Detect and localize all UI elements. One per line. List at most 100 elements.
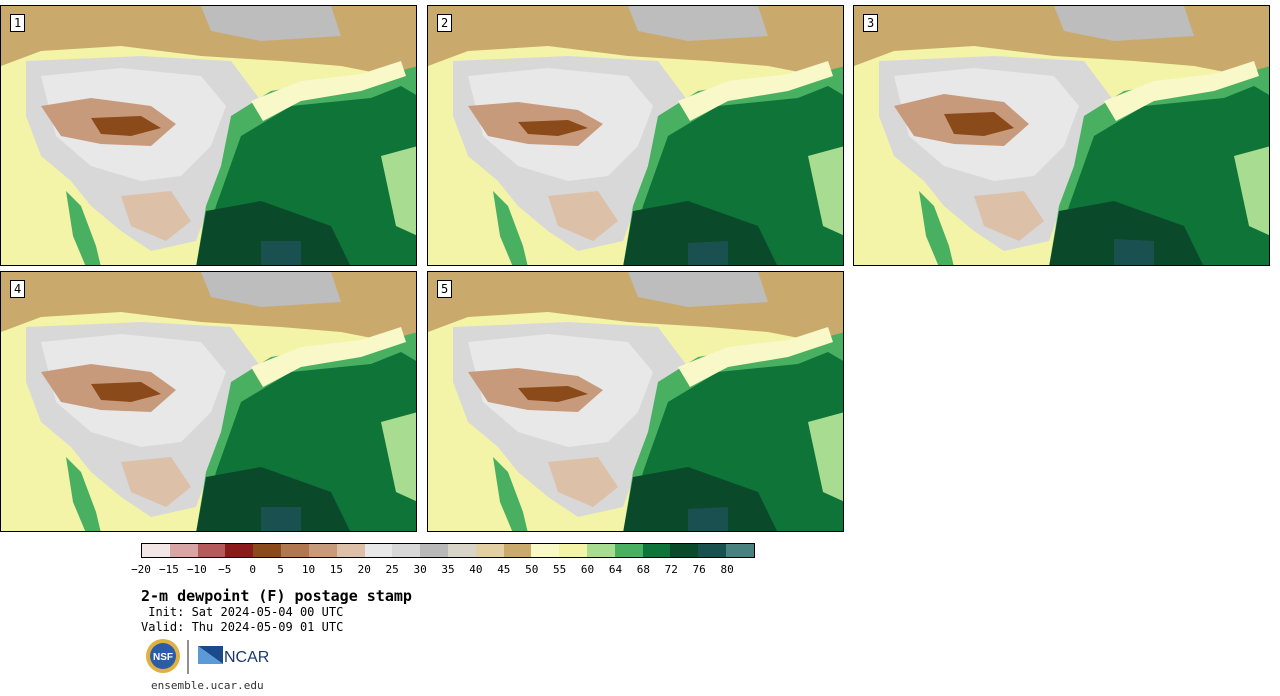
colorbar-cell [392,544,421,557]
colorbar-cell [670,544,699,557]
colorbar-tick-label: 25 [385,563,399,576]
colorbar-cell [308,544,337,557]
gulf-region [623,467,778,531]
colorbar-tick-label: −5 [218,563,232,576]
gulf-deep-region [261,241,301,265]
texas-dry-region [548,457,618,507]
colorbar-cell [531,544,560,557]
colorbar-tick-label: 30 [413,563,427,576]
colorbar-cell [587,544,615,557]
panel-number: 4 [10,280,26,298]
canada-gray-region [628,6,768,41]
gulf-deep-region [261,507,301,531]
panel-number: 2 [437,14,453,32]
map-panel-5: 5 [427,271,844,532]
colorbar-tick-label: 20 [357,563,371,576]
colorbar-tick-label: −10 [186,563,207,576]
colorbar-tick-label: 0 [249,563,256,576]
page-title: 2-m dewpoint (F) postage stamp [141,587,412,605]
transition-band [251,327,406,387]
canada-gray-region [628,272,768,307]
colorbar-tick-label: 76 [692,563,706,576]
very-dry-region [91,382,161,402]
colorbar [141,543,755,558]
colorbar-tick-label: 68 [636,563,650,576]
mexico-coast-region [919,191,954,265]
dewpoint-map-5 [428,272,843,531]
colorbar-tick-label: 60 [580,563,595,576]
logos: NSF NCAR [145,638,275,680]
map-panel-4: 4 [0,271,417,532]
colorbar-tick-label: 64 [608,563,623,576]
valid-time: Valid: Thu 2024-05-09 01 UTC [141,620,344,634]
map-panel-1: 1 [0,5,417,266]
mexico-coast-region [66,191,101,265]
atlantic-light-region [381,146,416,236]
gulf-region [196,467,351,531]
texas-dry-region [121,457,191,507]
dewpoint-map-4 [1,272,416,531]
very-dry-region [91,116,161,136]
init-time: Init: Sat 2024-05-04 00 UTC [141,605,344,619]
colorbar-tick-label: 5 [277,563,284,576]
transition-band [251,61,406,121]
colorbar-cell [364,544,393,557]
mexico-coast-region [66,457,101,531]
gulf-region [1049,201,1204,265]
colorbar-cell [726,544,754,557]
atlantic-light-region [1234,146,1269,236]
colorbar-tick-label: −15 [158,563,179,576]
colorbar-cell [447,544,476,557]
very-dry-region [518,120,588,136]
gulf-deep-region [688,507,728,531]
colorbar-tick-label: 15 [329,563,343,576]
colorbar-cell [559,544,587,557]
panel-number: 3 [863,14,879,32]
colorbar-cell [614,544,643,557]
colorbar-tick-label: 45 [497,563,511,576]
texas-dry-region [548,191,618,241]
nsf-logo-icon: NSF [146,639,180,673]
texas-dry-region [974,191,1044,241]
gulf-deep-region [1114,239,1154,265]
colorbar-cell [642,544,671,557]
colorbar-cell [420,544,448,557]
very-dry-region [518,386,588,402]
colorbar-ticks: −20 −15 −10 −5 0 5 10 15 20 25 30 35 40 45 50 55 60 64 68 7… [131,563,755,577]
texas-dry-region [121,191,191,241]
colorbar-tick-label: 80 [720,563,734,576]
mexico-coast-region [493,191,528,265]
site-url: ensemble.ucar.edu [151,679,264,692]
colorbar-cell [197,544,226,557]
colorbar-cell [475,544,504,557]
map-panel-3: 3 [853,5,1270,266]
colorbar-cell [336,544,365,557]
atlantic-light-region [808,146,843,236]
ncar-logo-icon: NCAR [198,646,269,666]
colorbar-tick-label: 40 [469,563,483,576]
colorbar-tick-label: 10 [301,563,316,576]
colorbar-cell [698,544,727,557]
panel-number: 5 [437,280,453,298]
canada-gray-region [1054,6,1194,41]
canada-gray-region [201,6,341,41]
colorbar-cell [225,544,254,557]
colorbar-tick-label: −20 [131,563,151,576]
dewpoint-map-1 [1,6,416,265]
colorbar-tick-label: 72 [664,563,678,576]
mexico-coast-region [493,457,528,531]
colorbar-cell [281,544,309,557]
nsf-logo-text: NSF [153,652,173,663]
transition-band [678,61,833,121]
ncar-logo-text: NCAR [224,649,269,666]
colorbar-cell [253,544,282,557]
canada-gray-region [201,272,341,307]
colorbar-cell [142,544,170,557]
colorbar-cell [503,544,532,557]
map-panel-2: 2 [427,5,844,266]
gulf-region [623,201,778,265]
colorbar-cell [169,544,198,557]
atlantic-light-region [381,412,416,502]
transition-band [1104,61,1259,121]
colorbar-tick-label: 55 [553,563,567,576]
